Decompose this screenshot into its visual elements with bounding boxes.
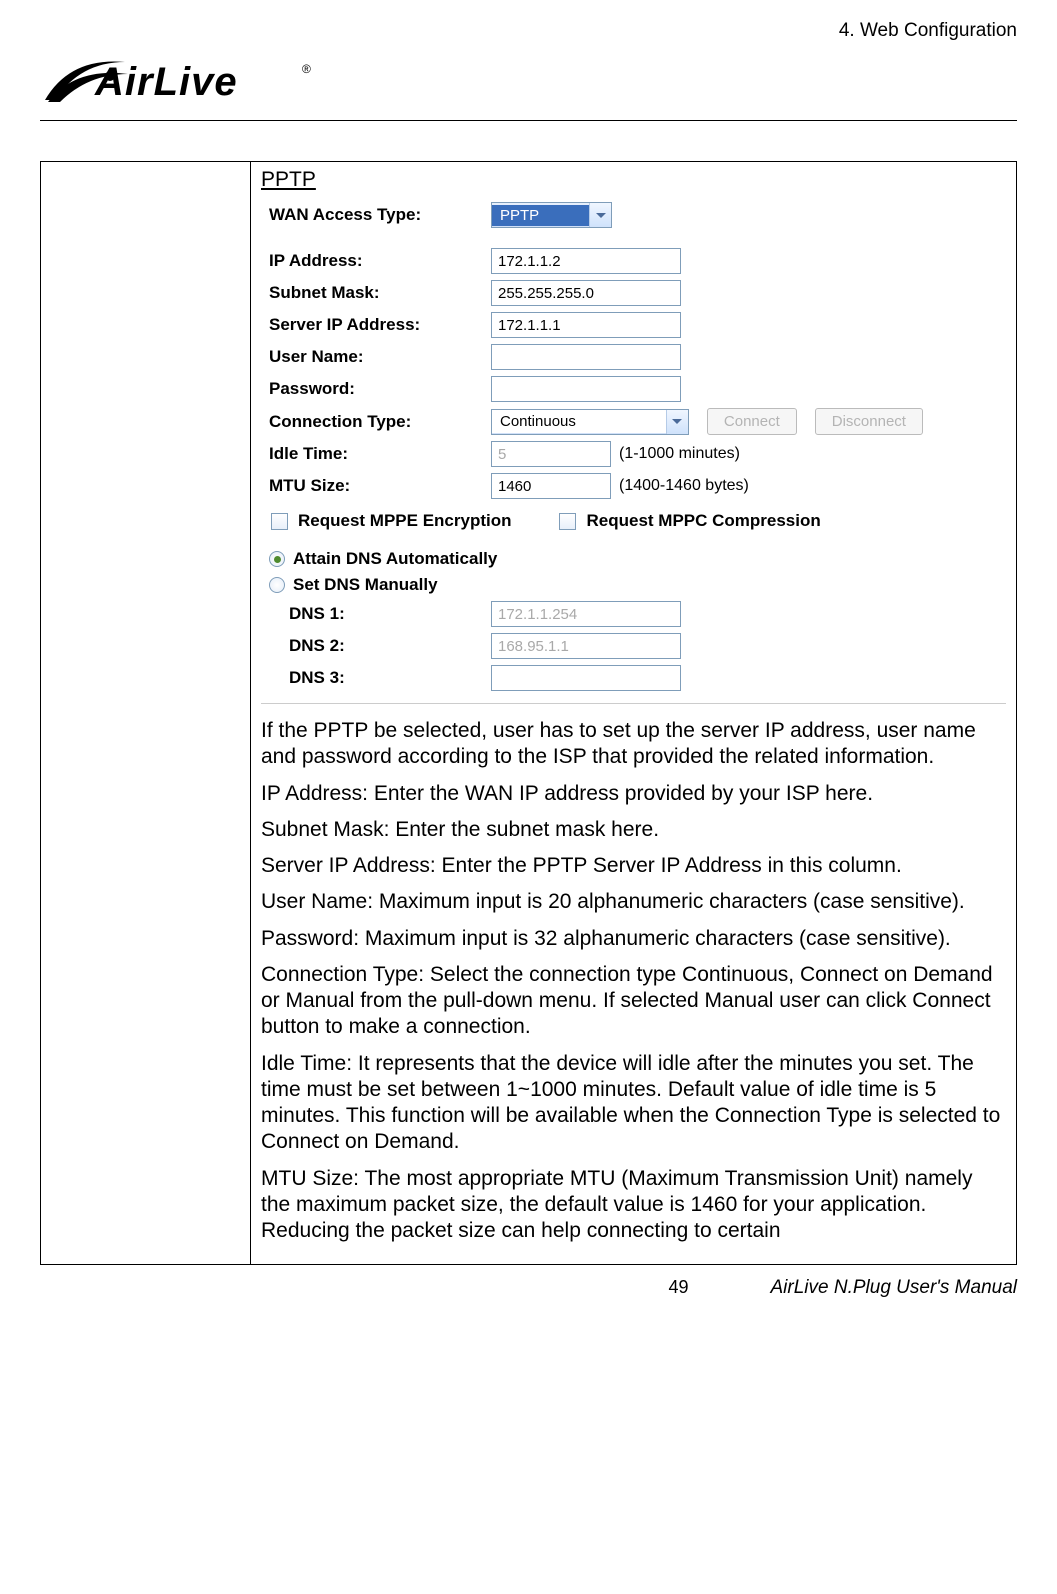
mtu-size-label: MTU Size: bbox=[261, 476, 491, 496]
dns3-input[interactable] bbox=[491, 665, 681, 691]
mtu-size-hint: (1400-1460 bytes) bbox=[619, 477, 749, 495]
idle-time-input[interactable] bbox=[491, 441, 611, 467]
wan-access-type-label: WAN Access Type: bbox=[261, 205, 491, 225]
section-title: PPTP bbox=[261, 168, 1006, 192]
server-ip-input[interactable] bbox=[491, 312, 681, 338]
description-text: If the PPTP be selected, user has to set… bbox=[261, 718, 1006, 1244]
dns-manual-radio[interactable] bbox=[269, 577, 285, 593]
idle-time-hint: (1-1000 minutes) bbox=[619, 445, 740, 463]
right-column: PPTP WAN Access Type: PPTP IP Address: bbox=[251, 162, 1017, 1265]
wan-access-type-select[interactable]: PPTP bbox=[491, 202, 612, 228]
chapter-header: 4. Web Configuration bbox=[40, 20, 1017, 42]
dns-auto-label: Attain DNS Automatically bbox=[293, 549, 497, 569]
username-label: User Name: bbox=[261, 347, 491, 367]
ip-address-input[interactable] bbox=[491, 248, 681, 274]
airlive-logo: AirLive ® bbox=[40, 52, 320, 112]
dns-manual-label: Set DNS Manually bbox=[293, 575, 438, 595]
desc-p5: User Name: Maximum input is 20 alphanume… bbox=[261, 889, 1006, 915]
mppc-checkbox[interactable] bbox=[559, 513, 576, 530]
mppe-label: Request MPPE Encryption bbox=[298, 511, 511, 531]
logo-text: AirLive bbox=[95, 60, 238, 105]
connection-type-label: Connection Type: bbox=[261, 412, 491, 432]
connect-button[interactable]: Connect bbox=[707, 408, 797, 435]
subnet-mask-label: Subnet Mask: bbox=[261, 283, 491, 303]
desc-p9: MTU Size: The most appropriate MTU (Maxi… bbox=[261, 1166, 1006, 1245]
desc-p6: Password: Maximum input is 32 alphanumer… bbox=[261, 926, 1006, 952]
chevron-down-icon[interactable] bbox=[589, 203, 611, 227]
dns3-label: DNS 3: bbox=[261, 668, 491, 688]
desc-p1: If the PPTP be selected, user has to set… bbox=[261, 718, 1006, 771]
mppc-label: Request MPPC Compression bbox=[586, 511, 820, 531]
chevron-down-icon[interactable] bbox=[666, 410, 688, 434]
page-footer: 49 AirLive N.Plug User's Manual bbox=[40, 1277, 1017, 1298]
logo-row: AirLive ® bbox=[40, 52, 1017, 112]
desc-p4: Server IP Address: Enter the PPTP Server… bbox=[261, 853, 1006, 879]
dns-auto-radio[interactable] bbox=[269, 551, 285, 567]
form-screenshot: WAN Access Type: PPTP IP Address: Subnet… bbox=[261, 202, 1006, 704]
desc-p7: Connection Type: Select the connection t… bbox=[261, 962, 1006, 1041]
left-column bbox=[41, 162, 251, 1265]
dns1-input[interactable] bbox=[491, 601, 681, 627]
connection-type-select[interactable]: Continuous bbox=[491, 409, 689, 435]
subnet-mask-input[interactable] bbox=[491, 280, 681, 306]
desc-p3: Subnet Mask: Enter the subnet mask here. bbox=[261, 817, 1006, 843]
server-ip-label: Server IP Address: bbox=[261, 315, 491, 335]
desc-p2: IP Address: Enter the WAN IP address pro… bbox=[261, 781, 1006, 807]
dns1-label: DNS 1: bbox=[261, 604, 491, 624]
mtu-size-input[interactable] bbox=[491, 473, 611, 499]
dns2-label: DNS 2: bbox=[261, 636, 491, 656]
desc-p8: Idle Time: It represents that the device… bbox=[261, 1051, 1006, 1156]
password-label: Password: bbox=[261, 379, 491, 399]
content-table: PPTP WAN Access Type: PPTP IP Address: bbox=[40, 161, 1017, 1265]
dns2-input[interactable] bbox=[491, 633, 681, 659]
password-input[interactable] bbox=[491, 376, 681, 402]
page-number: 49 bbox=[668, 1277, 688, 1298]
header-divider bbox=[40, 120, 1017, 121]
manual-title: AirLive N.Plug User's Manual bbox=[771, 1277, 1018, 1299]
idle-time-label: Idle Time: bbox=[261, 444, 491, 464]
wan-access-type-value: PPTP bbox=[492, 205, 589, 226]
connection-type-value: Continuous bbox=[492, 410, 666, 433]
mppe-checkbox[interactable] bbox=[271, 513, 288, 530]
disconnect-button[interactable]: Disconnect bbox=[815, 408, 923, 435]
ip-address-label: IP Address: bbox=[261, 251, 491, 271]
registered-icon: ® bbox=[302, 62, 311, 76]
username-input[interactable] bbox=[491, 344, 681, 370]
